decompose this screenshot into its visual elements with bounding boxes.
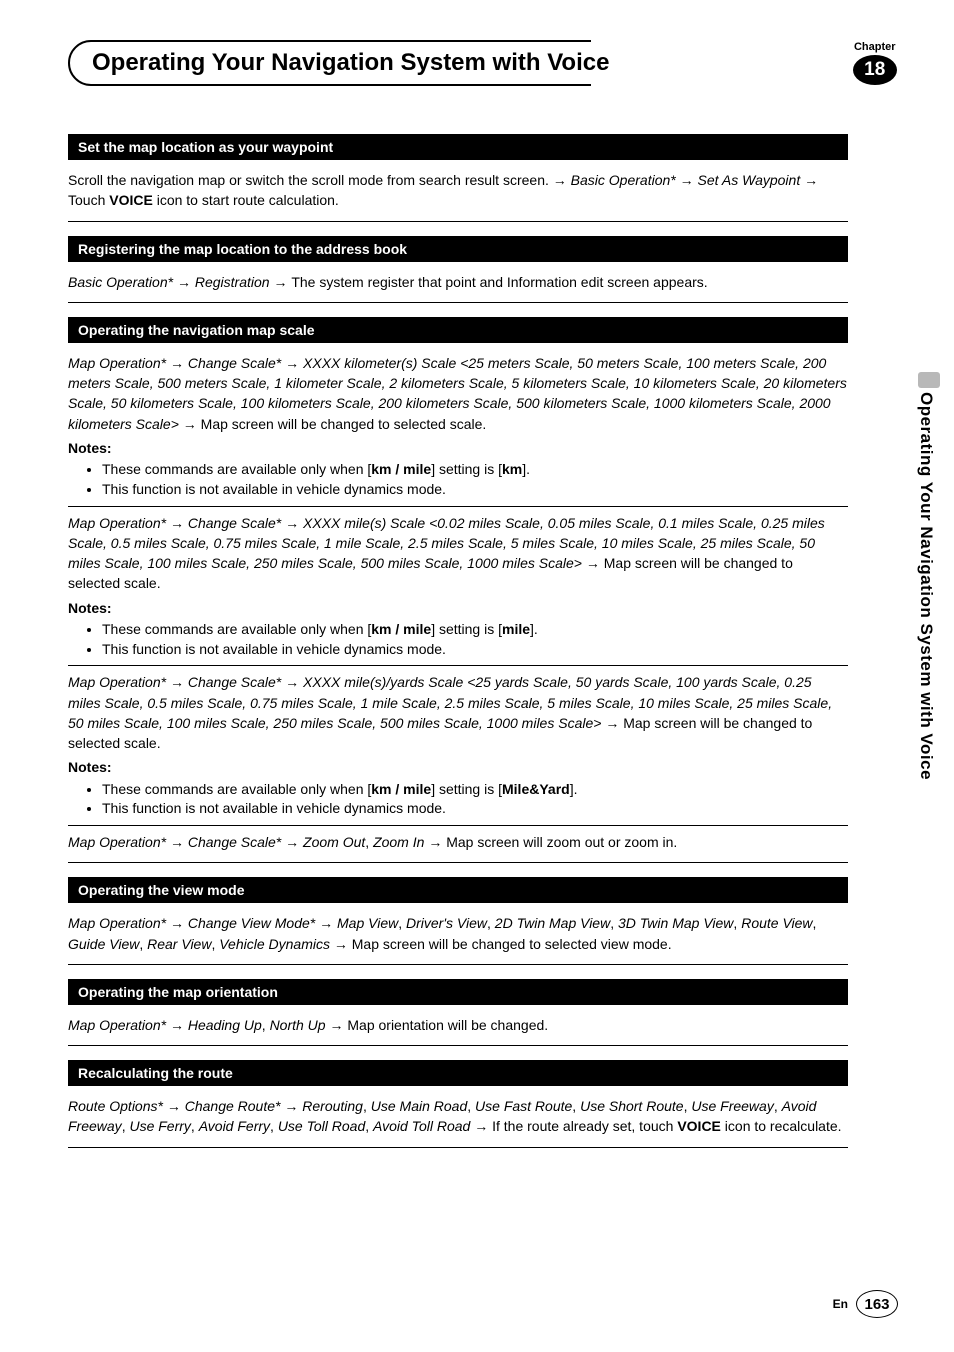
section-body: Route Options* → Change Route* → Rerouti… <box>68 1086 848 1148</box>
body-paragraph: Route Options* → Change Route* → Rerouti… <box>68 1096 848 1137</box>
notes-label: Notes: <box>68 438 848 458</box>
section-body: Map Operation* → Change View Mode* → Map… <box>68 903 848 965</box>
page-title: Operating Your Navigation System with Vo… <box>92 49 609 77</box>
notes-list-item: These commands are available only when [… <box>102 620 848 640</box>
notes-list-item: These commands are available only when [… <box>102 780 848 800</box>
notes-list-item: These commands are available only when [… <box>102 460 848 480</box>
section-body: Map Operation* → Change Scale* → XXXX ki… <box>68 343 848 863</box>
notes-label: Notes: <box>68 598 848 618</box>
body-paragraph: Scroll the navigation map or switch the … <box>68 170 848 211</box>
section-heading: Registering the map location to the addr… <box>68 236 848 262</box>
sub-divider <box>68 506 848 507</box>
body-paragraph: Map Operation* → Change Scale* → XXXX mi… <box>68 672 848 753</box>
section-heading: Set the map location as your waypoint <box>68 134 848 160</box>
sub-divider <box>68 665 848 666</box>
notes-list-item: This function is not available in vehicl… <box>102 640 848 660</box>
body-paragraph: Map Operation* → Heading Up, North Up → … <box>68 1015 848 1035</box>
notes-label: Notes: <box>68 757 848 777</box>
page-header: Operating Your Navigation System with Vo… <box>68 40 898 86</box>
section-body: Basic Operation* → Registration → The sy… <box>68 262 848 303</box>
content-area: Set the map location as your waypoint Scr… <box>68 134 848 1148</box>
side-tab: Operating Your Navigation System with Vo… <box>916 372 940 882</box>
page: Operating Your Navigation System with Vo… <box>0 0 954 1352</box>
section-body: Scroll the navigation map or switch the … <box>68 160 848 222</box>
section-heading: Recalculating the route <box>68 1060 848 1086</box>
section-heading: Operating the map orientation <box>68 979 848 1005</box>
tab-marker <box>918 372 940 388</box>
section-heading: Operating the view mode <box>68 877 848 903</box>
body-paragraph: Map Operation* → Change View Mode* → Map… <box>68 913 848 954</box>
notes-list-item: This function is not available in vehicl… <box>102 480 848 500</box>
page-number: 163 <box>856 1290 898 1318</box>
title-container: Operating Your Navigation System with Vo… <box>68 40 831 86</box>
side-tab-text: Operating Your Navigation System with Vo… <box>916 392 936 882</box>
sub-divider <box>68 825 848 826</box>
chapter-block: Chapter 18 <box>851 41 898 85</box>
body-paragraph: Basic Operation* → Registration → The sy… <box>68 272 848 292</box>
notes-list: These commands are available only when [… <box>68 460 848 499</box>
body-paragraph: Map Operation* → Change Scale* → XXXX mi… <box>68 513 848 594</box>
body-paragraph: Map Operation* → Change Scale* → XXXX ki… <box>68 353 848 434</box>
footer-language: En <box>833 1297 848 1311</box>
notes-list-item: This function is not available in vehicl… <box>102 799 848 819</box>
section-body: Map Operation* → Heading Up, North Up → … <box>68 1005 848 1046</box>
page-footer: En 163 <box>833 1290 898 1318</box>
notes-list: These commands are available only when [… <box>68 620 848 659</box>
chapter-number: 18 <box>853 55 897 85</box>
notes-list: These commands are available only when [… <box>68 780 848 819</box>
chapter-label: Chapter <box>851 41 898 53</box>
section-heading: Operating the navigation map scale <box>68 317 848 343</box>
body-paragraph: Map Operation* → Change Scale* → Zoom Ou… <box>68 832 848 852</box>
